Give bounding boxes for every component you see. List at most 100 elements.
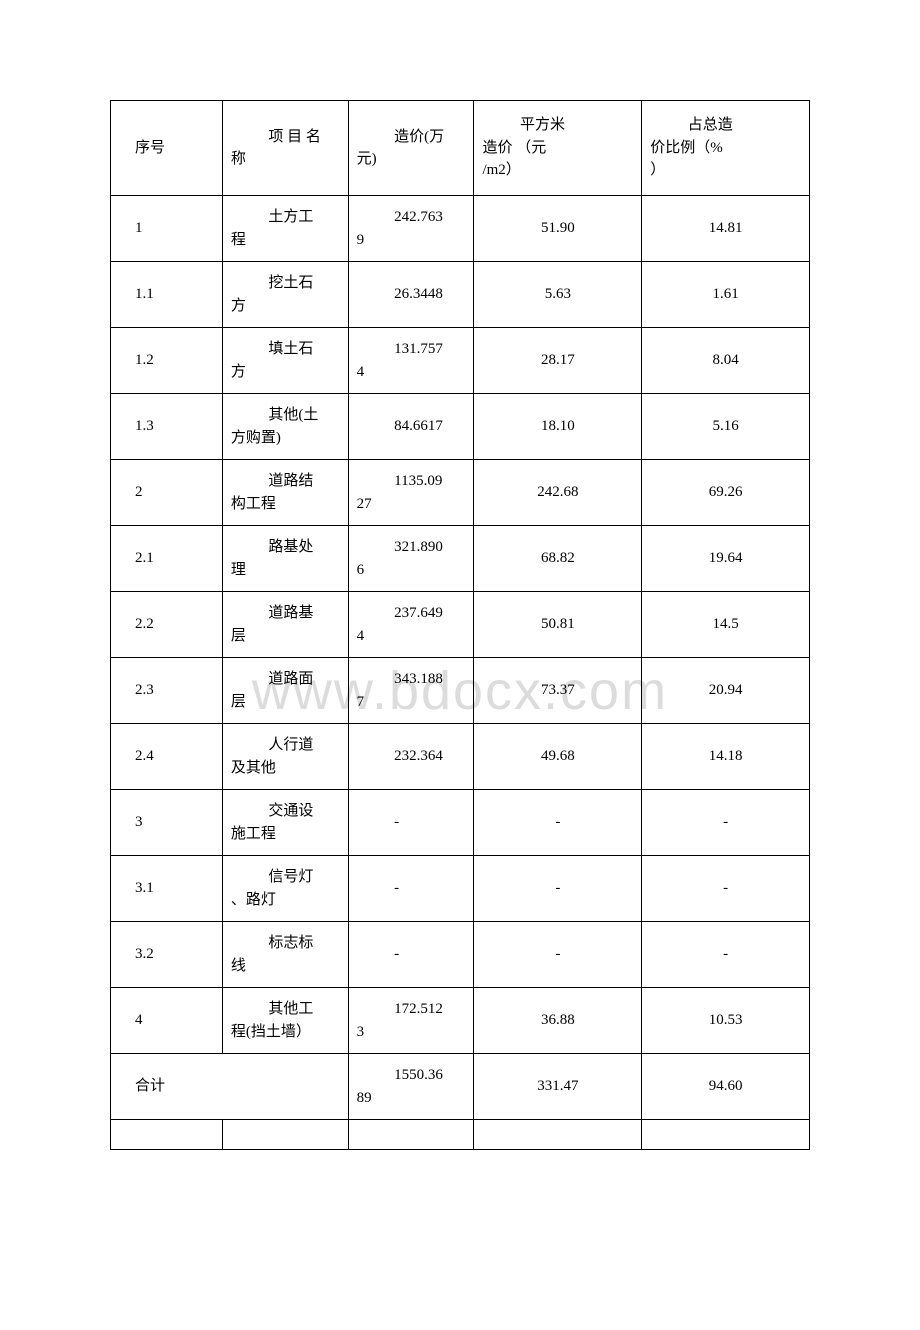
cell-pct: 69.26 (642, 460, 810, 526)
cell-sqm: - (474, 922, 642, 988)
cell-sqm: - (474, 856, 642, 922)
cell-sqm: 68.82 (474, 526, 642, 592)
cell-name: 信号灯 、路灯 (222, 856, 348, 922)
cell-cost: 242.763 9 (348, 196, 474, 262)
cell-name-l1: 人行道 (231, 734, 340, 757)
header-cost-l1: 造价(万 (357, 126, 466, 149)
cell-cost-l1: 242.763 (357, 206, 466, 229)
cell-num: 1.3 (111, 394, 223, 460)
cell-cost-l1: - (357, 811, 466, 834)
header-serial: 序号 (111, 101, 223, 196)
cell-name-l2: 方 (231, 295, 340, 318)
cell-cost-l1: 343.188 (357, 668, 466, 691)
cell-num: 1.1 (111, 262, 223, 328)
table-row: 2.1 路基处 理 321.890 6 68.82 19.64 (111, 526, 810, 592)
cell-name-l1: 道路面 (231, 668, 340, 691)
cell-name: 填土石 方 (222, 328, 348, 394)
cell-pct: - (642, 856, 810, 922)
cell-pct: 14.18 (642, 724, 810, 790)
table-row: 2 道路结 构工程 1135.09 27 242.68 69.26 (111, 460, 810, 526)
cell-name-l1: 信号灯 (231, 866, 340, 889)
cell-name: 其他工 程(挡土墙） (222, 988, 348, 1054)
table-row: 1.1 挖土石 方 26.3448 5.63 1.61 (111, 262, 810, 328)
cell-cost-l1: 232.364 (357, 745, 466, 768)
cell-cost-l2: 4 (357, 361, 466, 384)
cell-cost-l2: 6 (357, 559, 466, 582)
cell-cost-l1: 131.757 (357, 338, 466, 361)
table-row: 2.4 人行道 及其他 232.364 49.68 14.18 (111, 724, 810, 790)
cell-cost-l2: 27 (357, 493, 466, 516)
cell-num: 1.2 (111, 328, 223, 394)
cell-num: 4 (111, 988, 223, 1054)
cell-total-label: 合计 (111, 1054, 349, 1120)
cell-num: 3 (111, 790, 223, 856)
header-cost-l2: 元) (357, 148, 466, 171)
empty-cell (642, 1120, 810, 1150)
cell-cost-l1: 321.890 (357, 536, 466, 559)
cell-sqm: 5.63 (474, 262, 642, 328)
table-row: 1 土方工 程 242.763 9 51.90 14.81 (111, 196, 810, 262)
cell-num: 2.3 (111, 658, 223, 724)
cell-name: 路基处 理 (222, 526, 348, 592)
cell-name: 道路结 构工程 (222, 460, 348, 526)
cell-num: 2.1 (111, 526, 223, 592)
cost-table: 序号 项 目 名 称 造价(万 元) 平方米 造价 （元 /m2） 占总造 价比… (110, 100, 810, 1150)
cell-cost-l1: 1135.09 (357, 470, 466, 493)
empty-cell (222, 1120, 348, 1150)
cell-sqm: 18.10 (474, 394, 642, 460)
cell-cost-l1: - (357, 877, 466, 900)
cell-name: 道路面 层 (222, 658, 348, 724)
header-pct: 占总造 价比例（% ） (642, 101, 810, 196)
cell-name-l2: 理 (231, 559, 340, 582)
cell-cost: 237.649 4 (348, 592, 474, 658)
cell-name-l2: 方购置) (231, 427, 340, 450)
header-cost: 造价(万 元) (348, 101, 474, 196)
cell-pct: - (642, 922, 810, 988)
table-header-row: 序号 项 目 名 称 造价(万 元) 平方米 造价 （元 /m2） 占总造 价比… (111, 101, 810, 196)
empty-cell (111, 1120, 223, 1150)
cell-cost: 321.890 6 (348, 526, 474, 592)
cell-cost: 172.512 3 (348, 988, 474, 1054)
cell-cost-l1: 84.6617 (357, 415, 466, 438)
cell-sqm: 36.88 (474, 988, 642, 1054)
cell-pct: 19.64 (642, 526, 810, 592)
header-pct-l2: 价比例（% (650, 137, 801, 160)
cell-cost-l2: 3 (357, 1021, 466, 1044)
cell-pct: 1.61 (642, 262, 810, 328)
table-row: 2.2 道路基 层 237.649 4 50.81 14.5 (111, 592, 810, 658)
header-sqm: 平方米 造价 （元 /m2） (474, 101, 642, 196)
cell-sqm: 49.68 (474, 724, 642, 790)
cell-name: 土方工 程 (222, 196, 348, 262)
header-pct-l1: 占总造 (650, 114, 801, 137)
cell-total-cost-l1: 1550.36 (357, 1064, 466, 1087)
cell-total-pct: 94.60 (642, 1054, 810, 1120)
cell-name-l2: 层 (231, 625, 340, 648)
cell-name-l2: 、路灯 (231, 889, 340, 912)
cell-sqm: 73.37 (474, 658, 642, 724)
cell-num: 3.1 (111, 856, 223, 922)
header-sqm-l1: 平方米 (482, 114, 633, 137)
cell-num: 1 (111, 196, 223, 262)
cell-name-l2: 程(挡土墙） (231, 1021, 340, 1044)
cell-cost: 1135.09 27 (348, 460, 474, 526)
cell-pct: 14.81 (642, 196, 810, 262)
cell-sqm: 50.81 (474, 592, 642, 658)
cell-cost: - (348, 856, 474, 922)
cell-name-l2: 施工程 (231, 823, 340, 846)
table-row: 4 其他工 程(挡土墙） 172.512 3 36.88 10.53 (111, 988, 810, 1054)
cell-cost: 343.188 7 (348, 658, 474, 724)
cell-name-l2: 及其他 (231, 757, 340, 780)
empty-cell (348, 1120, 474, 1150)
cell-pct: 8.04 (642, 328, 810, 394)
cell-cost: 26.3448 (348, 262, 474, 328)
table-empty-row (111, 1120, 810, 1150)
cell-cost: - (348, 790, 474, 856)
header-project-name: 项 目 名 称 (222, 101, 348, 196)
cell-pct: 10.53 (642, 988, 810, 1054)
cell-name: 挖土石 方 (222, 262, 348, 328)
cell-total-cost-l2: 89 (357, 1087, 466, 1110)
cell-name: 交通设 施工程 (222, 790, 348, 856)
cell-name-l1: 标志标 (231, 932, 340, 955)
cell-cost-l2: 9 (357, 229, 466, 252)
cell-name-l1: 交通设 (231, 800, 340, 823)
